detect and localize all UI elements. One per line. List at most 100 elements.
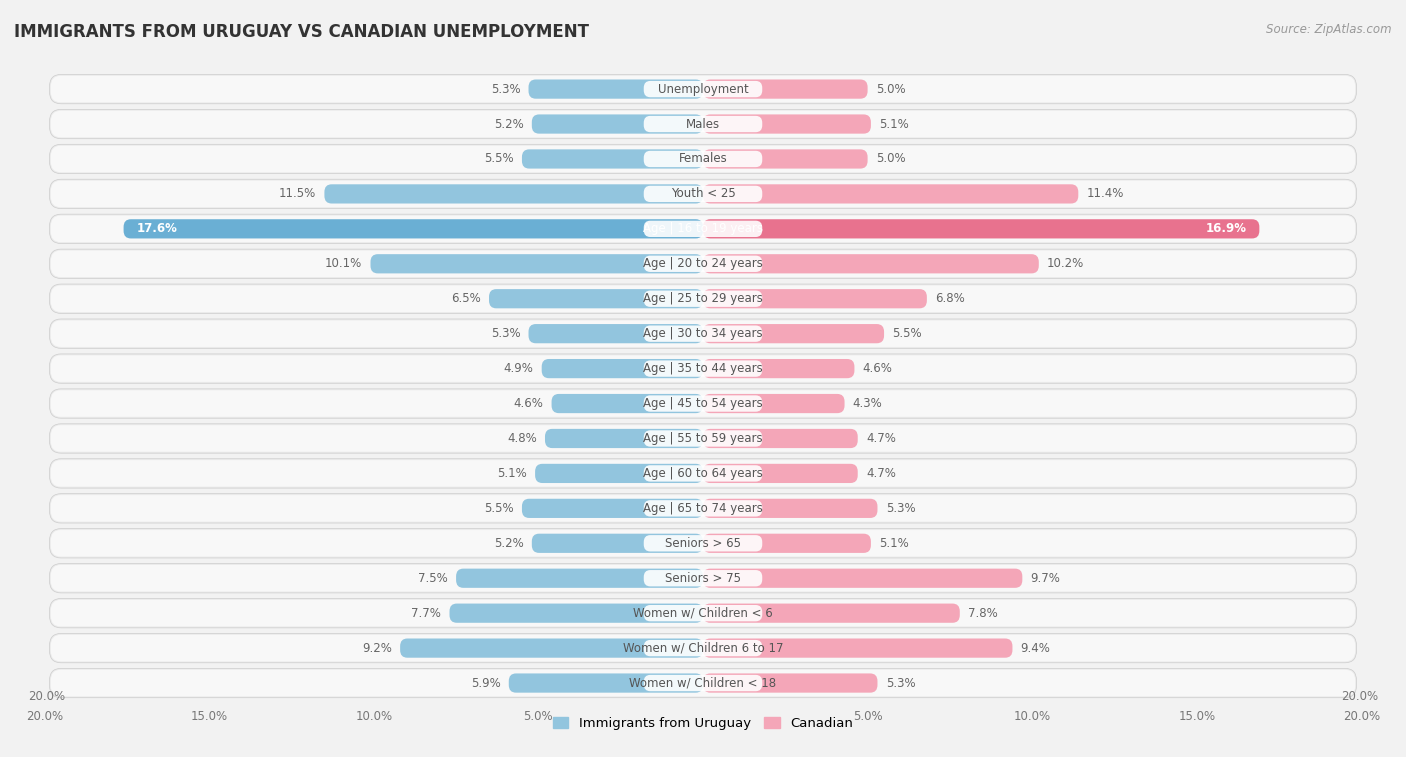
Text: 5.5%: 5.5%: [893, 327, 922, 340]
Text: Age | 16 to 19 years: Age | 16 to 19 years: [643, 223, 763, 235]
FancyBboxPatch shape: [531, 114, 703, 134]
FancyBboxPatch shape: [49, 634, 1357, 663]
FancyBboxPatch shape: [51, 76, 1355, 102]
FancyBboxPatch shape: [644, 291, 762, 307]
Text: Age | 65 to 74 years: Age | 65 to 74 years: [643, 502, 763, 515]
Text: 9.4%: 9.4%: [1021, 642, 1050, 655]
FancyBboxPatch shape: [644, 116, 762, 132]
FancyBboxPatch shape: [51, 565, 1355, 591]
Text: 5.1%: 5.1%: [879, 117, 908, 130]
Text: Age | 45 to 54 years: Age | 45 to 54 years: [643, 397, 763, 410]
Text: Source: ZipAtlas.com: Source: ZipAtlas.com: [1267, 23, 1392, 36]
Text: 7.8%: 7.8%: [967, 606, 998, 620]
FancyBboxPatch shape: [644, 185, 762, 202]
FancyBboxPatch shape: [531, 534, 703, 553]
Text: Women w/ Children < 18: Women w/ Children < 18: [630, 677, 776, 690]
FancyBboxPatch shape: [644, 360, 762, 377]
Text: Age | 30 to 34 years: Age | 30 to 34 years: [643, 327, 763, 340]
FancyBboxPatch shape: [644, 640, 762, 656]
FancyBboxPatch shape: [49, 319, 1357, 348]
FancyBboxPatch shape: [51, 216, 1355, 242]
Text: 6.5%: 6.5%: [451, 292, 481, 305]
Text: 6.8%: 6.8%: [935, 292, 965, 305]
Text: 4.8%: 4.8%: [508, 432, 537, 445]
Text: 4.9%: 4.9%: [503, 362, 533, 375]
FancyBboxPatch shape: [51, 181, 1355, 207]
FancyBboxPatch shape: [644, 221, 762, 237]
FancyBboxPatch shape: [644, 605, 762, 621]
FancyBboxPatch shape: [49, 249, 1357, 279]
FancyBboxPatch shape: [49, 389, 1357, 418]
FancyBboxPatch shape: [124, 220, 703, 238]
FancyBboxPatch shape: [49, 354, 1357, 383]
Text: Youth < 25: Youth < 25: [671, 188, 735, 201]
FancyBboxPatch shape: [371, 254, 703, 273]
Text: 5.3%: 5.3%: [491, 327, 520, 340]
FancyBboxPatch shape: [703, 220, 1260, 238]
Legend: Immigrants from Uruguay, Canadian: Immigrants from Uruguay, Canadian: [547, 712, 859, 736]
Text: Age | 55 to 59 years: Age | 55 to 59 years: [643, 432, 763, 445]
FancyBboxPatch shape: [51, 495, 1355, 522]
Text: 4.7%: 4.7%: [866, 467, 896, 480]
Text: 5.0%: 5.0%: [876, 152, 905, 166]
FancyBboxPatch shape: [51, 355, 1355, 382]
FancyBboxPatch shape: [703, 324, 884, 343]
FancyBboxPatch shape: [703, 394, 845, 413]
Text: IMMIGRANTS FROM URUGUAY VS CANADIAN UNEMPLOYMENT: IMMIGRANTS FROM URUGUAY VS CANADIAN UNEM…: [14, 23, 589, 41]
Text: 9.7%: 9.7%: [1031, 572, 1060, 584]
Text: 4.7%: 4.7%: [866, 432, 896, 445]
FancyBboxPatch shape: [49, 214, 1357, 244]
FancyBboxPatch shape: [51, 460, 1355, 487]
FancyBboxPatch shape: [49, 179, 1357, 209]
Text: 7.5%: 7.5%: [418, 572, 449, 584]
FancyBboxPatch shape: [644, 570, 762, 587]
FancyBboxPatch shape: [703, 674, 877, 693]
Text: 5.3%: 5.3%: [491, 83, 520, 95]
FancyBboxPatch shape: [49, 424, 1357, 453]
Text: Unemployment: Unemployment: [658, 83, 748, 95]
Text: Women w/ Children < 6: Women w/ Children < 6: [633, 606, 773, 620]
Text: 16.9%: 16.9%: [1205, 223, 1246, 235]
FancyBboxPatch shape: [51, 530, 1355, 556]
FancyBboxPatch shape: [51, 635, 1355, 662]
FancyBboxPatch shape: [522, 149, 703, 169]
FancyBboxPatch shape: [522, 499, 703, 518]
FancyBboxPatch shape: [51, 111, 1355, 137]
Text: 11.4%: 11.4%: [1087, 188, 1123, 201]
FancyBboxPatch shape: [49, 109, 1357, 139]
Text: Age | 25 to 29 years: Age | 25 to 29 years: [643, 292, 763, 305]
FancyBboxPatch shape: [51, 285, 1355, 312]
Text: 10.1%: 10.1%: [325, 257, 363, 270]
Text: 20.0%: 20.0%: [1341, 690, 1378, 703]
FancyBboxPatch shape: [49, 284, 1357, 313]
FancyBboxPatch shape: [456, 569, 703, 588]
FancyBboxPatch shape: [703, 464, 858, 483]
FancyBboxPatch shape: [51, 320, 1355, 347]
FancyBboxPatch shape: [703, 289, 927, 308]
FancyBboxPatch shape: [703, 499, 877, 518]
FancyBboxPatch shape: [703, 184, 1078, 204]
FancyBboxPatch shape: [703, 114, 870, 134]
Text: 5.0%: 5.0%: [876, 83, 905, 95]
Text: 11.5%: 11.5%: [278, 188, 316, 201]
FancyBboxPatch shape: [49, 494, 1357, 523]
FancyBboxPatch shape: [644, 81, 762, 97]
FancyBboxPatch shape: [529, 324, 703, 343]
FancyBboxPatch shape: [49, 563, 1357, 593]
FancyBboxPatch shape: [49, 459, 1357, 488]
FancyBboxPatch shape: [49, 599, 1357, 628]
Text: 4.6%: 4.6%: [863, 362, 893, 375]
FancyBboxPatch shape: [703, 638, 1012, 658]
Text: Seniors > 75: Seniors > 75: [665, 572, 741, 584]
Text: 5.9%: 5.9%: [471, 677, 501, 690]
FancyBboxPatch shape: [529, 79, 703, 98]
FancyBboxPatch shape: [489, 289, 703, 308]
FancyBboxPatch shape: [703, 603, 960, 623]
FancyBboxPatch shape: [401, 638, 703, 658]
FancyBboxPatch shape: [703, 569, 1022, 588]
Text: 5.1%: 5.1%: [879, 537, 908, 550]
FancyBboxPatch shape: [644, 326, 762, 342]
FancyBboxPatch shape: [551, 394, 703, 413]
FancyBboxPatch shape: [51, 391, 1355, 417]
Text: 4.3%: 4.3%: [853, 397, 883, 410]
